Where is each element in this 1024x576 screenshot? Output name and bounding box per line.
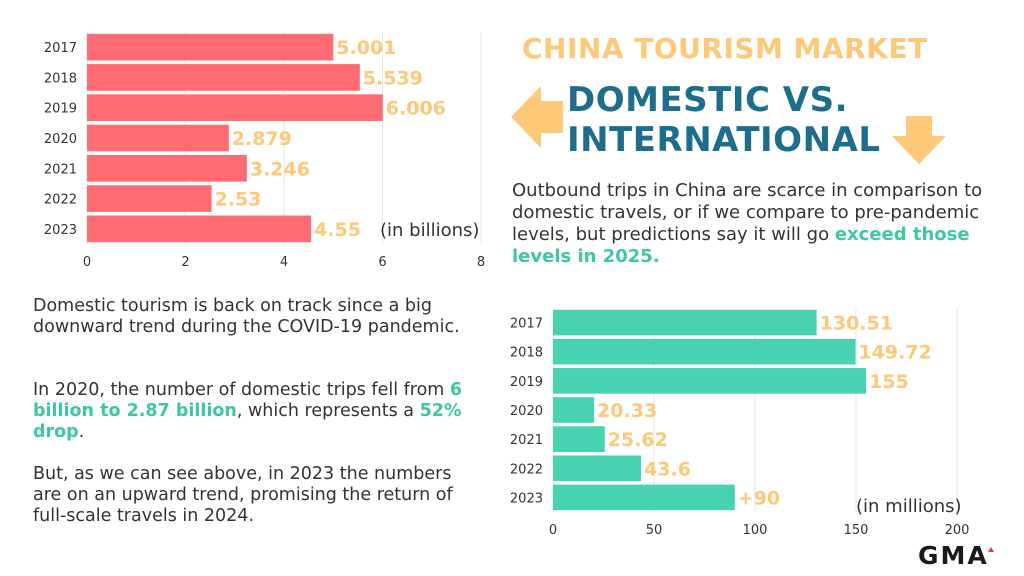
data-label: 5.001 xyxy=(336,37,396,59)
y-tick-label: 2020 xyxy=(510,404,543,419)
data-label: 130.51 xyxy=(820,313,893,335)
y-tick-label: 2017 xyxy=(44,41,77,56)
bar xyxy=(553,368,867,394)
arrow-down-icon xyxy=(892,116,946,164)
data-label: 2.879 xyxy=(232,128,292,150)
x-tick-label: 8 xyxy=(477,255,485,270)
page-title: DOMESTIC VS. INTERNATIONAL xyxy=(567,80,881,160)
x-tick-label: 50 xyxy=(646,523,663,538)
domestic-p2-c: . xyxy=(78,422,85,442)
bar xyxy=(87,33,334,61)
x-tick-label: 0 xyxy=(549,523,557,538)
y-tick-label: 2022 xyxy=(44,193,77,208)
x-tick-label: 200 xyxy=(945,523,970,538)
y-tick-label: 2023 xyxy=(44,223,77,238)
gma-logo: GMA xyxy=(918,541,989,570)
data-label: 155 xyxy=(869,371,909,393)
bar xyxy=(87,124,229,152)
y-tick-label: 2021 xyxy=(44,162,77,177)
domestic-p2-highlight-2: 52% drop xyxy=(33,401,462,442)
outbound-highlight: exceed those levels in 2025. xyxy=(512,224,970,267)
y-tick-label: 2020 xyxy=(44,132,77,147)
data-label: 4.55 xyxy=(314,219,361,241)
y-tick-label: 2021 xyxy=(510,433,543,448)
domestic-paragraph-1: Domestic tourism is back on track since … xyxy=(33,296,460,337)
data-label: 5.539 xyxy=(363,67,423,89)
x-tick-label: 6 xyxy=(378,255,386,270)
data-label: 149.72 xyxy=(858,342,931,364)
data-label: 20.33 xyxy=(597,400,657,422)
domestic-p2-a: In 2020, the number of domestic trips fe… xyxy=(33,380,450,400)
y-tick-label: 2018 xyxy=(44,71,77,86)
domestic-trips-chart: 0 2 4 6 8 2017 5.001 2018 5.539 2019 6.006 2020 2.87… xyxy=(44,32,485,270)
outbound-intro: Outbound trips in China are scarce in co… xyxy=(512,180,983,245)
bar xyxy=(553,426,605,452)
bar xyxy=(87,94,383,122)
unit-label: (in billions) xyxy=(380,220,479,241)
y-tick-label: 2019 xyxy=(44,102,77,117)
x-tick-label: 0 xyxy=(83,255,91,270)
arrow-left-icon xyxy=(511,86,563,148)
data-label: +90 xyxy=(738,487,780,509)
bar xyxy=(87,154,247,182)
bar xyxy=(553,309,817,336)
y-tick-label: 2022 xyxy=(510,462,543,477)
bar xyxy=(87,64,360,91)
y-tick-label: 2023 xyxy=(510,491,543,506)
x-tick-label: 2 xyxy=(181,255,189,270)
bar xyxy=(553,455,642,482)
y-tick-label: 2017 xyxy=(510,317,543,332)
title-line-2: INTERNATIONAL xyxy=(567,120,881,160)
domestic-paragraph-2: In 2020, the number of domestic trips fe… xyxy=(33,380,483,443)
header-kicker: CHINA TOURISM MARKET xyxy=(522,32,928,65)
data-label: 2.53 xyxy=(215,189,262,211)
bar xyxy=(553,484,735,511)
data-label: 3.246 xyxy=(250,158,310,180)
data-label: 6.006 xyxy=(386,98,446,120)
outbound-trips-chart: 0 50 100 150 200 2017 130.51 2018 149.72 2019 155 2… xyxy=(510,308,970,538)
domestic-p2-highlight-1: 6 billion to 2.87 billion xyxy=(33,380,463,421)
data-label: 43.6 xyxy=(644,458,691,480)
x-tick-label: 4 xyxy=(280,255,288,270)
domestic-p2-b: , which represents a xyxy=(236,401,420,421)
bar xyxy=(553,338,856,365)
x-tick-label: 100 xyxy=(743,523,768,538)
bar xyxy=(87,215,312,243)
outbound-paragraph: Outbound trips in China are scarce in co… xyxy=(512,180,992,268)
data-label: 25.62 xyxy=(608,429,668,451)
domestic-paragraph-3: But, as we can see above, in 2023 the nu… xyxy=(33,464,453,526)
x-tick-label: 150 xyxy=(844,523,869,538)
unit-label: (in millions) xyxy=(856,496,962,517)
y-tick-label: 2019 xyxy=(510,375,543,390)
logo-accent-icon xyxy=(988,547,994,552)
bar xyxy=(87,185,212,212)
title-line-1: DOMESTIC VS. xyxy=(567,80,849,120)
y-tick-label: 2018 xyxy=(510,346,543,361)
bar xyxy=(553,397,595,423)
